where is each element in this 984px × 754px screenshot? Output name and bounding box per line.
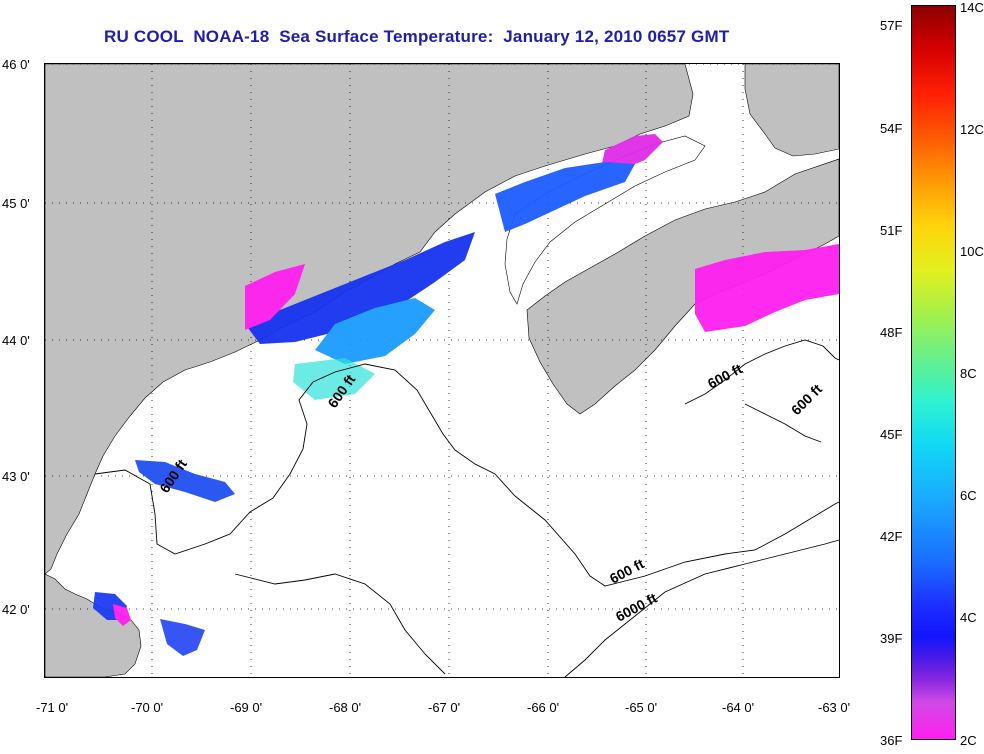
sst-patch-magenta-capecod	[113, 604, 131, 626]
lon-label-68: -68 0'	[329, 700, 362, 715]
map-canvas: 600 ft 600 ft 600 ft 600 ft 600 ft 6000 …	[45, 64, 839, 677]
temperature-colorbar	[911, 5, 956, 740]
sst-patch-blue-coast	[245, 232, 475, 344]
colorbar-c-4: 4C	[960, 610, 977, 625]
lat-label-45: 45 0'	[2, 196, 30, 211]
colorbar-f-57: 57F	[880, 18, 903, 33]
land-cape-cod	[45, 573, 142, 677]
lon-label-70: -70 0'	[131, 700, 164, 715]
colorbar-c-8: 8C	[960, 366, 977, 381]
sst-patch-cyan-coast	[315, 298, 435, 364]
lon-label-64: -64 0'	[722, 700, 755, 715]
colorbar-f-48: 48F	[880, 325, 903, 340]
colorbar-c-6: 6C	[960, 488, 977, 503]
sst-patch-magenta-north	[600, 134, 663, 172]
lat-label-44: 44 0'	[2, 333, 30, 348]
contour-labels: 600 ft 600 ft 600 ft 600 ft 600 ft 6000 …	[156, 360, 825, 624]
colorbar-f-39: 39F	[880, 631, 903, 646]
contour-6000	[564, 539, 839, 677]
colorbar-f-51: 51F	[880, 223, 903, 238]
contour-600-east	[744, 403, 822, 443]
contour-600-gulf	[94, 363, 839, 587]
contour-600-scotian	[684, 339, 839, 405]
sst-patch-teal	[293, 358, 375, 400]
colorbar-c-14: 14C	[960, 0, 984, 15]
map-area: 600 ft 600 ft 600 ft 600 ft 600 ft 6000 …	[44, 63, 840, 678]
lon-label-67: -67 0'	[428, 700, 461, 715]
colorbar-f-45: 45F	[880, 427, 903, 442]
land-new-brunswick	[744, 64, 839, 157]
lat-label-42: 42 0'	[2, 602, 30, 617]
colorbar-c-12: 12C	[960, 122, 984, 137]
colorbar-f-42: 42F	[880, 529, 903, 544]
bathymetry-contours	[94, 339, 839, 677]
colorbar-f-36: 36F	[880, 733, 903, 748]
contour-label-4: 600 ft	[705, 360, 745, 391]
sst-patch-blue-south	[160, 619, 205, 656]
lat-label-43: 43 0'	[2, 469, 30, 484]
sst-patch-blue-north	[495, 162, 635, 232]
sst-patch-magenta-east	[695, 244, 839, 332]
contour-label-6: 6000 ft	[613, 590, 660, 625]
lon-label-63: -63 0'	[818, 700, 851, 715]
sst-patch-magenta-maine	[245, 264, 305, 330]
colorbar-c-2: 2C	[960, 733, 977, 748]
sst-patch-blue-southwest	[135, 460, 235, 502]
lon-label-65: -65 0'	[625, 700, 658, 715]
page-title: RU COOL NOAA-18 Sea Surface Temperature:…	[104, 27, 730, 46]
lat-label-46: 46 0'	[2, 57, 30, 72]
contour-georges	[234, 573, 446, 675]
contour-label-3: 600 ft	[607, 555, 647, 586]
lon-label-71: -71 0'	[36, 700, 69, 715]
lon-label-69: -69 0'	[230, 700, 263, 715]
lon-label-66: -66 0'	[527, 700, 560, 715]
colorbar-f-54: 54F	[880, 121, 903, 136]
sst-patches	[93, 134, 839, 656]
contour-label-5: 600 ft	[788, 381, 825, 418]
colorbar-c-10: 10C	[960, 244, 984, 259]
